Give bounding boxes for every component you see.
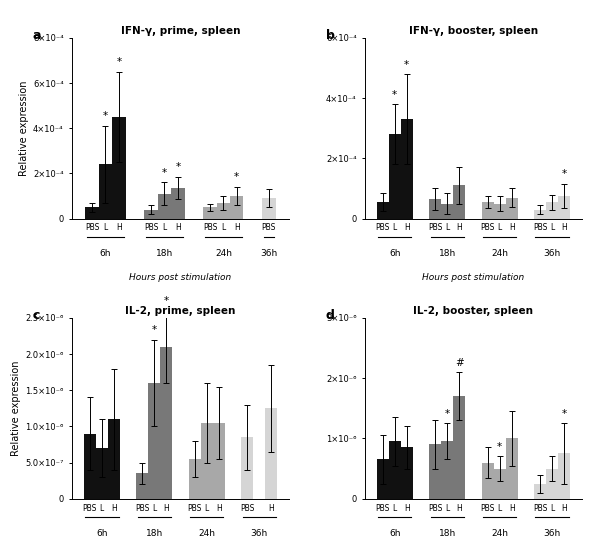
Text: 18h: 18h <box>439 249 456 259</box>
Text: 36h: 36h <box>544 249 561 259</box>
Bar <box>401 448 413 499</box>
Bar <box>430 444 441 499</box>
Text: #: # <box>455 358 464 367</box>
Text: b: b <box>326 29 335 42</box>
Bar <box>148 383 160 499</box>
Text: 24h: 24h <box>491 530 508 538</box>
Bar <box>546 468 558 499</box>
Text: c: c <box>33 309 40 322</box>
Text: 36h: 36h <box>544 530 561 538</box>
Text: a: a <box>33 29 41 42</box>
Bar <box>377 460 389 499</box>
Bar <box>158 194 171 218</box>
Bar <box>201 423 213 499</box>
Bar <box>99 164 112 218</box>
Bar <box>506 438 518 499</box>
Bar <box>401 119 413 218</box>
Text: *: * <box>404 60 409 69</box>
Bar <box>217 203 230 218</box>
Bar <box>453 396 465 499</box>
Bar <box>558 454 570 499</box>
Text: *: * <box>164 296 169 306</box>
Bar <box>262 198 275 218</box>
Bar <box>241 437 253 499</box>
Bar <box>265 408 277 499</box>
Bar <box>85 208 99 218</box>
Text: 6h: 6h <box>389 530 401 538</box>
Bar <box>535 483 546 499</box>
Title: IFN-γ, booster, spleen: IFN-γ, booster, spleen <box>409 26 538 36</box>
Text: *: * <box>175 162 181 172</box>
Title: IL-2, booster, spleen: IL-2, booster, spleen <box>413 306 533 316</box>
Bar <box>430 199 441 218</box>
Bar <box>453 185 465 218</box>
Text: 6h: 6h <box>389 249 401 259</box>
Text: *: * <box>497 442 502 452</box>
Bar <box>506 197 518 218</box>
Bar <box>84 434 96 499</box>
Text: 6h: 6h <box>100 249 111 259</box>
Text: *: * <box>562 409 566 419</box>
Bar <box>389 441 401 499</box>
Title: IL-2, prime, spleen: IL-2, prime, spleen <box>125 306 236 316</box>
Bar <box>189 459 201 499</box>
Text: *: * <box>162 168 167 178</box>
Text: 24h: 24h <box>198 530 215 538</box>
Bar <box>482 202 494 218</box>
Bar <box>112 117 125 218</box>
Text: d: d <box>326 309 335 322</box>
Text: 6h: 6h <box>96 530 107 538</box>
Bar <box>203 208 217 218</box>
Text: Hours post stimulation: Hours post stimulation <box>130 273 232 282</box>
Bar <box>171 188 185 218</box>
Text: *: * <box>445 409 450 419</box>
Text: 18h: 18h <box>146 530 163 538</box>
Text: 18h: 18h <box>156 249 173 259</box>
Bar <box>145 210 158 218</box>
Text: 36h: 36h <box>260 249 278 259</box>
Text: 24h: 24h <box>215 249 232 259</box>
Bar <box>546 202 558 218</box>
Bar <box>96 448 108 499</box>
Bar <box>482 462 494 499</box>
Bar <box>230 196 244 218</box>
Bar <box>389 134 401 218</box>
Bar <box>160 347 172 499</box>
Bar <box>535 210 546 218</box>
Bar <box>136 473 148 499</box>
Text: *: * <box>116 57 121 67</box>
Text: *: * <box>234 172 239 183</box>
Bar <box>377 202 389 218</box>
Text: 24h: 24h <box>491 249 508 259</box>
Text: Hours post stimulation: Hours post stimulation <box>422 273 524 282</box>
Bar <box>441 441 453 499</box>
Text: *: * <box>392 89 397 100</box>
Bar <box>441 204 453 218</box>
Bar <box>213 423 224 499</box>
Text: *: * <box>562 170 566 179</box>
Title: IFN-γ, prime, spleen: IFN-γ, prime, spleen <box>121 26 240 36</box>
Text: *: * <box>152 325 157 335</box>
Text: 18h: 18h <box>439 530 456 538</box>
Y-axis label: Relative expression: Relative expression <box>19 81 29 176</box>
Y-axis label: Relative expression: Relative expression <box>11 360 21 456</box>
Bar <box>108 419 119 499</box>
Bar <box>558 196 570 218</box>
Bar <box>494 204 506 218</box>
Bar <box>494 468 506 499</box>
Text: *: * <box>103 112 108 121</box>
Text: 36h: 36h <box>251 530 268 538</box>
